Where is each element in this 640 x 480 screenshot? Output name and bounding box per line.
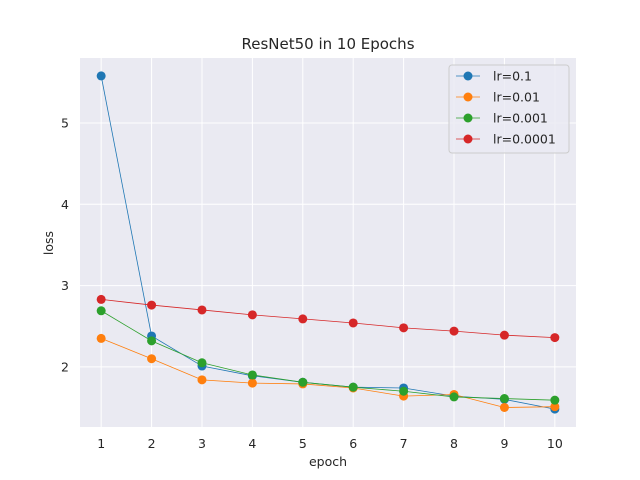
x-tick-label: 10 — [547, 436, 563, 451]
x-tick-label: 8 — [450, 436, 458, 451]
data-point — [247, 370, 257, 380]
chart-title: ResNet50 in 10 Epochs — [241, 35, 414, 53]
legend-label: lr=0.1 — [493, 69, 532, 84]
data-point — [96, 333, 106, 343]
series-line-1 — [101, 338, 555, 408]
series-line-3 — [101, 298, 555, 338]
x-tick-label: 5 — [299, 436, 307, 451]
x-tick-label: 2 — [148, 436, 156, 451]
data-point — [499, 402, 509, 412]
x-tick-label: 9 — [500, 436, 508, 451]
legend-marker — [463, 134, 473, 144]
series-lines — [100, 75, 555, 410]
legend-box — [448, 64, 570, 154]
data-point — [247, 310, 257, 320]
legend-marker — [463, 92, 473, 102]
data-point — [147, 300, 157, 310]
data-point — [147, 354, 157, 364]
y-tick-label: 2 — [61, 359, 69, 374]
y-tick-label: 5 — [61, 116, 69, 131]
data-point — [348, 382, 358, 392]
data-point — [449, 326, 459, 336]
x-tick-labels: 1 2 3 4 5 6 7 8 9 10 — [97, 436, 563, 451]
data-point — [298, 314, 308, 324]
legend-marker — [463, 71, 473, 81]
data-point — [247, 378, 257, 388]
data-point — [499, 330, 509, 340]
y-tick-label: 3 — [61, 278, 69, 293]
data-point — [399, 323, 409, 333]
legend-label: lr=0.01 — [493, 90, 540, 105]
data-point — [550, 402, 560, 412]
series-line-2 — [100, 310, 555, 401]
legend-label: lr=0.0001 — [493, 132, 556, 147]
legend: lr=0.1 lr=0.01 lr=0.001 lr=0.0001 — [448, 64, 570, 154]
data-point — [399, 386, 409, 396]
data-point — [96, 71, 106, 81]
y-tick-label: 4 — [61, 197, 69, 212]
legend-marker — [463, 113, 473, 123]
x-axis-label: epoch — [309, 454, 347, 469]
legend-label: lr=0.001 — [493, 111, 548, 126]
data-point — [96, 306, 106, 316]
data-point — [147, 336, 157, 346]
data-point — [499, 394, 509, 404]
x-tick-label: 6 — [349, 436, 357, 451]
data-point — [348, 318, 358, 328]
series-points — [96, 71, 560, 414]
data-point — [298, 377, 308, 387]
x-tick-label: 1 — [97, 436, 105, 451]
data-point — [550, 333, 560, 343]
data-point — [197, 305, 207, 315]
y-axis-label: loss — [41, 231, 56, 255]
data-point — [449, 392, 459, 402]
data-point — [197, 375, 207, 385]
data-point — [96, 294, 106, 304]
x-tick-label: 3 — [198, 436, 206, 451]
x-tick-label: 4 — [248, 436, 256, 451]
data-point — [197, 358, 207, 368]
y-tick-labels: 2 3 4 5 — [61, 116, 69, 375]
data-point — [550, 395, 560, 405]
x-tick-label: 7 — [400, 436, 408, 451]
